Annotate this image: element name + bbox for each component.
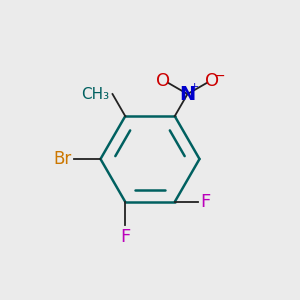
Text: Br: Br [53, 150, 71, 168]
Text: N: N [179, 85, 196, 104]
Text: +: + [189, 82, 199, 92]
Text: O: O [205, 72, 219, 90]
Text: F: F [120, 228, 130, 246]
Text: −: − [214, 69, 225, 83]
Text: F: F [201, 193, 211, 211]
Text: O: O [156, 72, 170, 90]
Text: CH₃: CH₃ [81, 86, 109, 101]
